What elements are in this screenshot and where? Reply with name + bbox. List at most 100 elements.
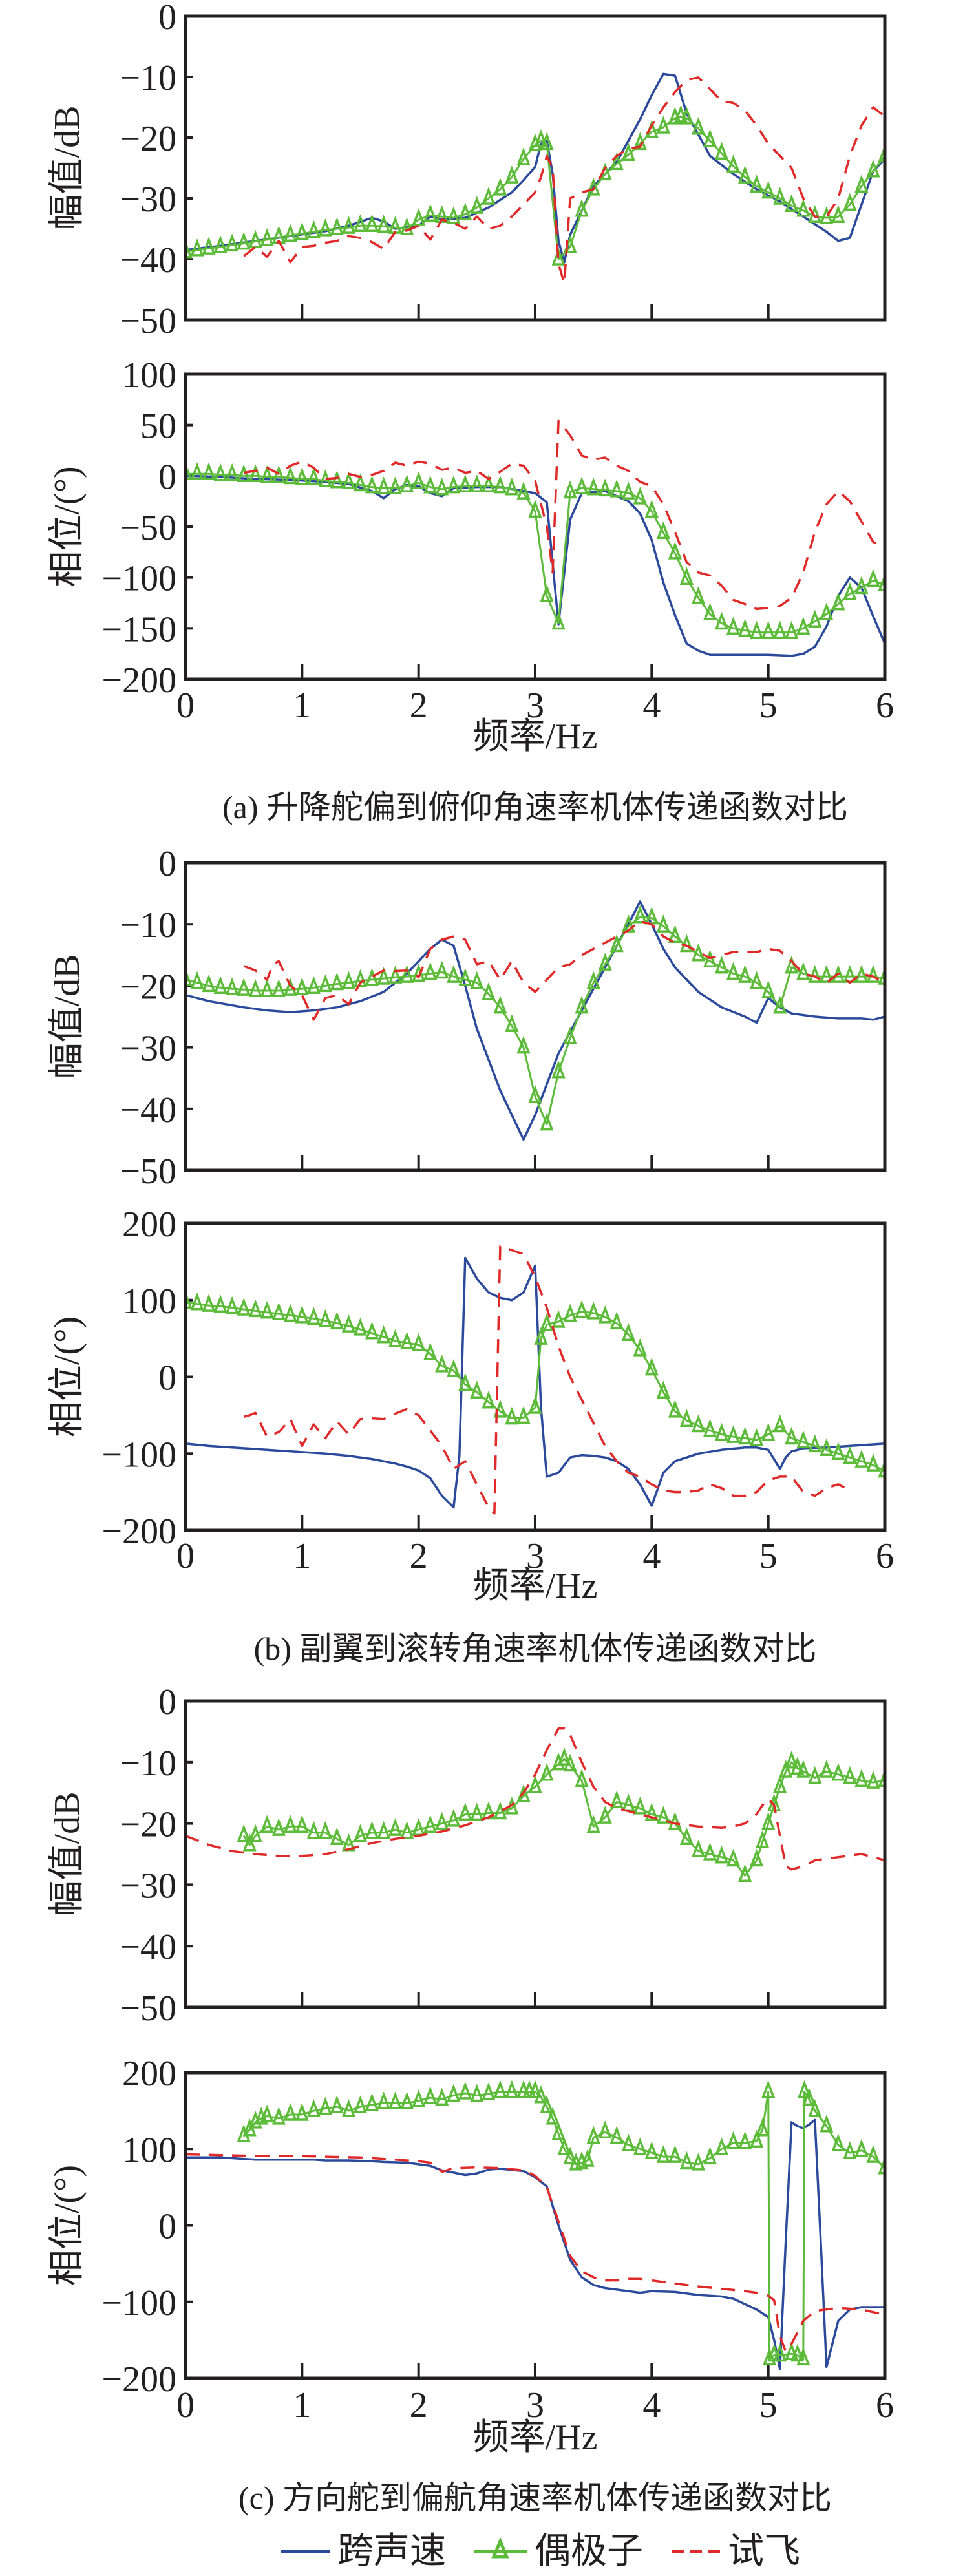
series-marker-dipole [225, 1296, 239, 1314]
series-marker-dipole [341, 2099, 356, 2117]
series-marker-dipole [400, 965, 414, 983]
chart-b-xlabel: 频率/Hz [473, 1566, 598, 1606]
series-marker-dipole [470, 474, 484, 492]
y-tick-label: −100 [101, 559, 176, 599]
series-marker-dipole [186, 967, 193, 986]
series-marker-dipole [633, 905, 647, 924]
series-marker-dipole [237, 464, 251, 483]
series-marker-dipole [703, 1419, 717, 1437]
series-marker-dipole [831, 2133, 845, 2152]
series-marker-dipole [656, 521, 670, 540]
series-marker-dipole [703, 1842, 717, 1861]
series-marker-dipole [186, 240, 193, 259]
series-marker-dipole [435, 477, 449, 496]
series-marker-dipole [563, 480, 577, 499]
series-marker-dipole [202, 237, 216, 255]
series-marker-dipole [831, 1442, 845, 1461]
series-marker-dipole [318, 1309, 332, 1327]
series-line-flight_test [243, 920, 885, 1021]
series-line-transonic [186, 72, 885, 264]
series-marker-dipole [808, 1766, 822, 1784]
series-marker-dipole [750, 1428, 764, 1446]
series-marker-dipole [190, 1292, 204, 1311]
series-marker-dipole [820, 2114, 834, 2133]
series-marker-dipole [213, 976, 228, 995]
series-marker-dipole [714, 2137, 729, 2156]
series-marker-dipole [237, 978, 251, 996]
series-marker-dipole [388, 1818, 403, 1836]
series-marker-dipole [557, 2137, 571, 2156]
series-marker-dipole [458, 1802, 472, 1821]
series-marker-dipole [668, 541, 682, 560]
series-marker-dipole [610, 934, 624, 953]
series-marker-dipole [820, 1438, 834, 1457]
series-marker-dipole [516, 147, 531, 165]
series-marker-dipole [610, 1311, 624, 1330]
series-marker-dipole [854, 174, 869, 193]
series-marker-dipole [248, 229, 262, 248]
series-marker-dipole [365, 1821, 379, 1839]
series-marker-dipole [412, 471, 426, 490]
series-marker-dipole [773, 187, 787, 205]
series-marker-dipole [756, 1830, 770, 1848]
y-tick-label: 50 [140, 406, 176, 447]
y-tick-label: −10 [120, 905, 176, 945]
series-marker-dipole [482, 982, 496, 1000]
panel-b-magnitude: 0 −10 −20 −30 −40 −50 幅值/dB [47, 844, 887, 1192]
series-marker-dipole [388, 966, 403, 984]
series-marker-dipole [388, 1329, 403, 1347]
series-marker-dipole [551, 1060, 566, 1079]
series-marker-dipole [843, 1446, 857, 1464]
series-marker-dipole [248, 1824, 262, 1842]
series-marker-dipole [598, 953, 612, 971]
series-marker-dipole [505, 1406, 519, 1425]
series-marker-dipole [796, 617, 811, 635]
series-marker-dipole [365, 1321, 379, 1340]
x-tick-label: 6 [876, 686, 894, 726]
series-line-transonic [186, 1256, 885, 1509]
series-marker-dipole [540, 584, 554, 602]
series-marker-dipole [388, 476, 403, 494]
series-marker-dipole [482, 474, 496, 492]
y-tick-label: −200 [101, 660, 176, 701]
series-marker-dipole [306, 220, 321, 238]
series-marker-dipole [714, 1422, 729, 1441]
series-marker-dipole [377, 2091, 391, 2110]
series-marker-dipole [586, 177, 600, 196]
series-marker-dipole [785, 955, 799, 974]
series-marker-dipole [802, 2087, 816, 2106]
series-line-flight_test [243, 76, 885, 285]
series-marker-dipole [260, 979, 274, 997]
series-marker-dipole [242, 1833, 257, 1852]
series-marker-dipole [773, 995, 787, 1014]
series-marker-dipole [283, 1815, 297, 1833]
panel-a-magnitude: 0 −10 −20 −30 −40 −50 幅值/dB [47, 0, 887, 341]
series-marker-dipole [470, 1380, 484, 1399]
y-tick-label: −150 [101, 609, 176, 649]
series-marker-dipole [610, 479, 624, 498]
y-tick-label: −40 [120, 1927, 176, 1967]
series-marker-dipole [271, 1302, 286, 1320]
series-marker-dipole [283, 466, 297, 485]
series-marker-dipole [854, 1450, 869, 1468]
series-marker-dipole [412, 1333, 426, 1351]
series-marker-dipole [540, 1762, 554, 1781]
series-marker-dipole [260, 227, 274, 246]
x-tick-label: 3 [526, 686, 544, 726]
series-marker-dipole [213, 235, 228, 253]
series-marker-dipole [447, 1808, 461, 1827]
y-tick-label: −30 [120, 1029, 176, 1069]
series-marker-dipole [575, 1769, 589, 1787]
series-marker-dipole [610, 2126, 624, 2144]
series-marker-dipole [621, 1323, 635, 1341]
series-marker-dipole [557, 1747, 571, 1766]
chart-a: 0−10−20−30−40−50幅值/dB100500−50−100−150−2… [47, 0, 894, 726]
series-marker-dipole [586, 971, 600, 989]
series-marker-dipole [482, 1390, 496, 1409]
series-marker-dipole [248, 1299, 262, 1318]
series-marker-dipole [796, 198, 811, 217]
plot-frame [184, 1699, 887, 2009]
series-marker-dipole [458, 474, 472, 492]
y-tick-label: −30 [120, 1866, 176, 1906]
series-marker-dipole [516, 481, 531, 500]
